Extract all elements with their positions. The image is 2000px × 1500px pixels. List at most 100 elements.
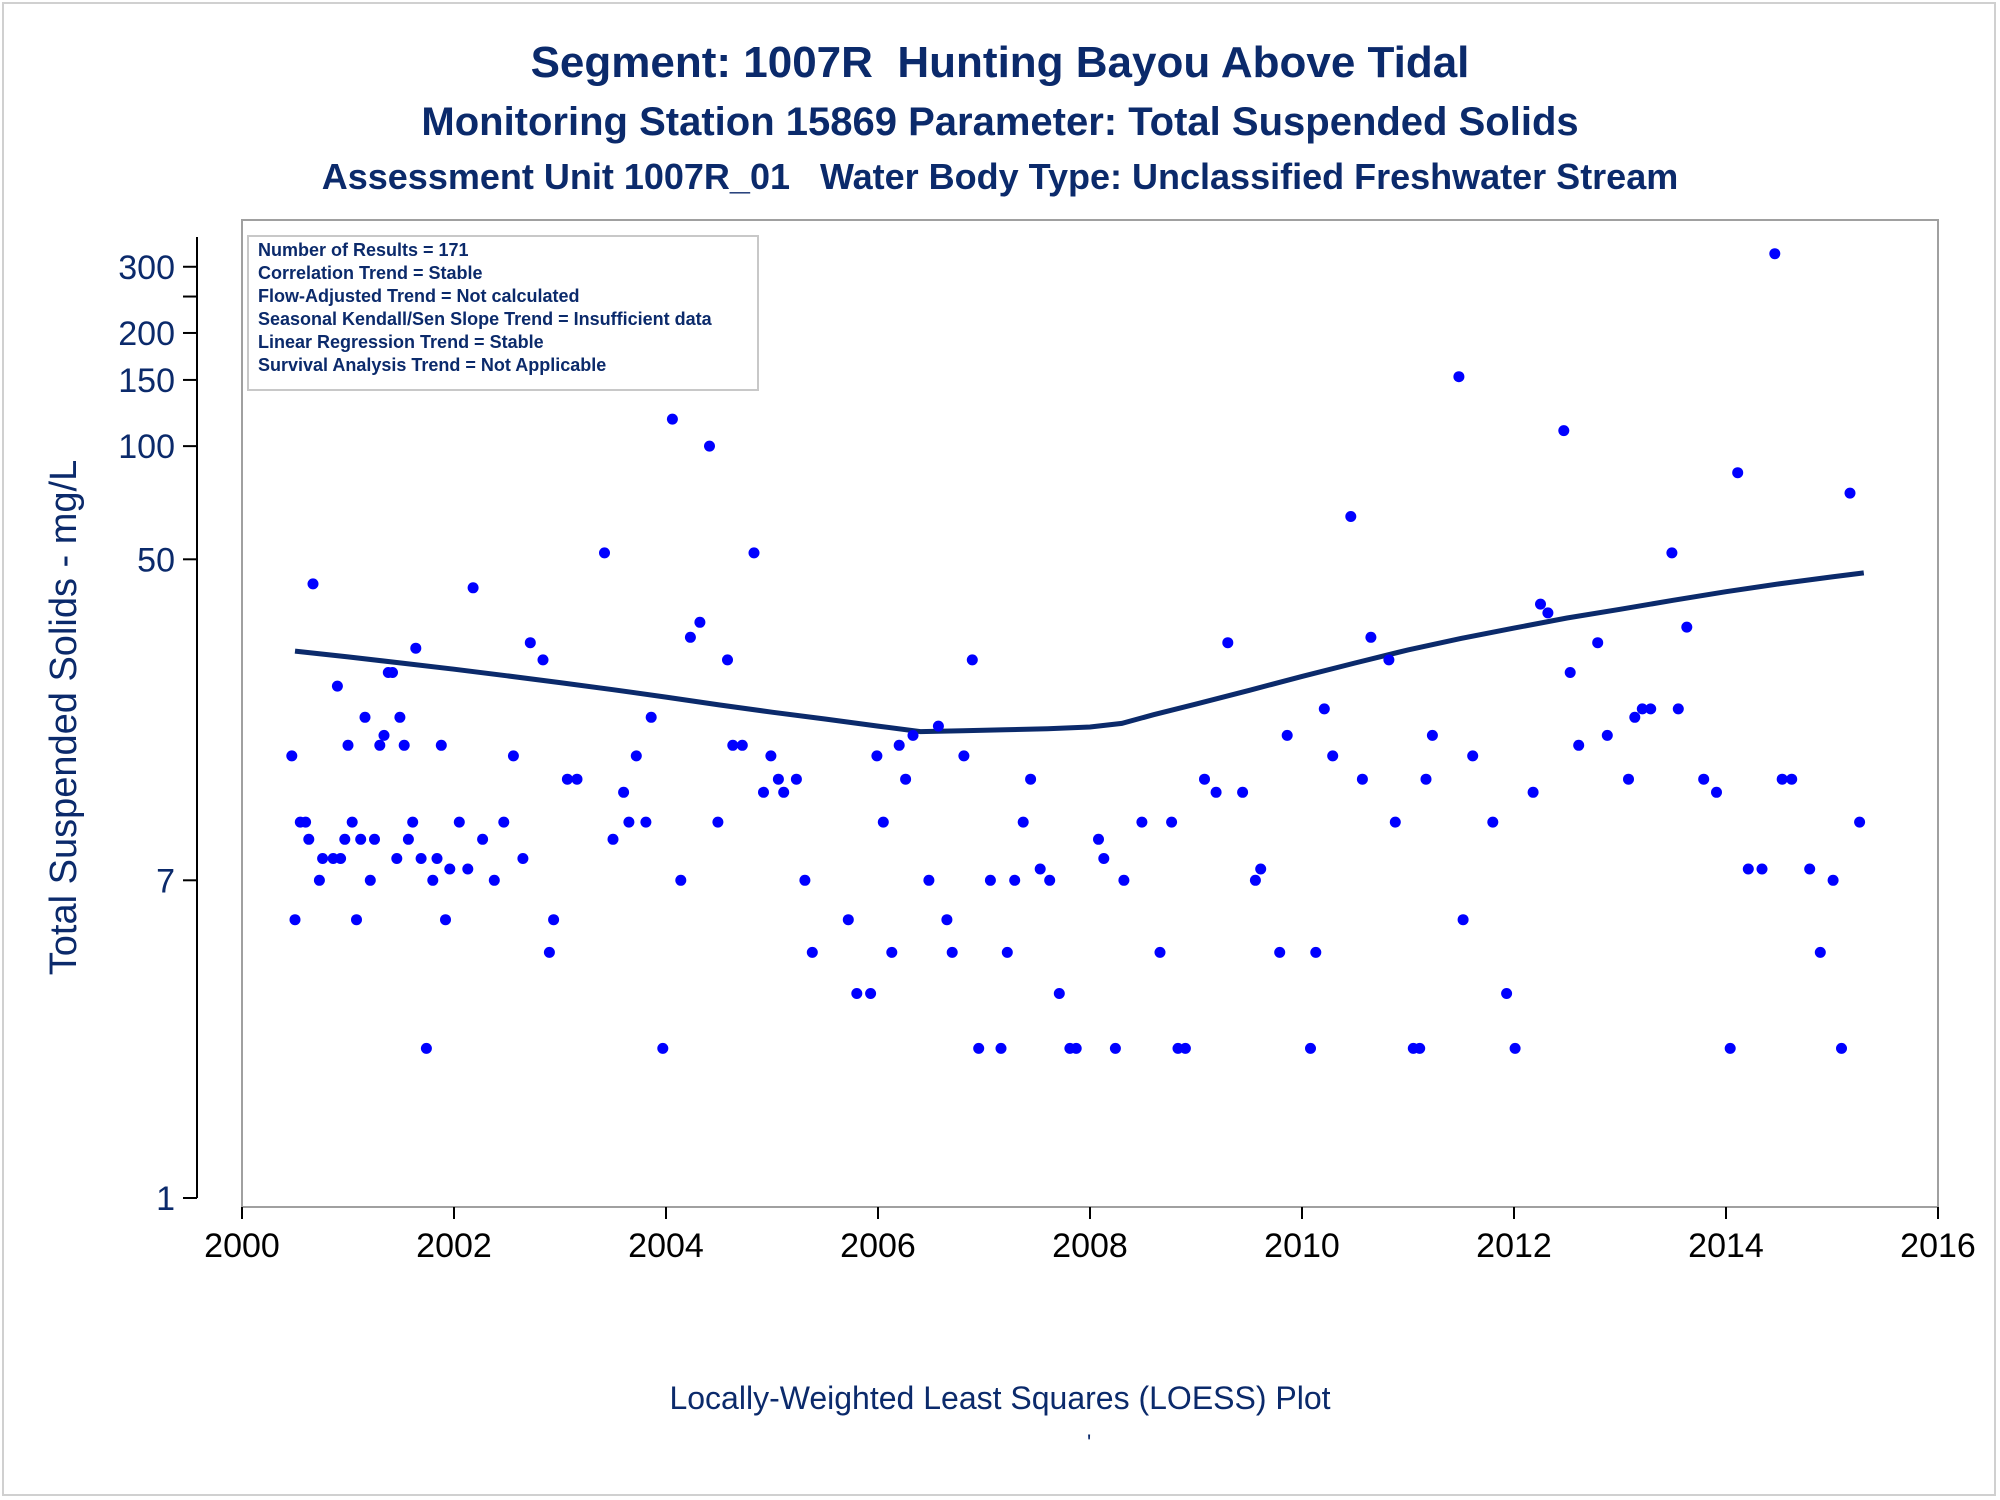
data-point [1601, 729, 1613, 741]
x-tick-label: 2006 [840, 1227, 916, 1265]
data-point [1345, 511, 1357, 522]
data-point [722, 654, 733, 666]
data-point [684, 631, 696, 643]
stats-line: Survival Analysis Trend = Not Applicable [258, 355, 606, 375]
data-point [1681, 621, 1693, 633]
data-point [394, 711, 406, 723]
data-point [1383, 654, 1395, 666]
data-point [355, 833, 367, 845]
y-tick-label: 200 [118, 315, 175, 353]
data-point [675, 874, 687, 886]
data-point [1509, 1042, 1521, 1054]
x-axis: 2000 2002 2004 2006 2008 2010 2012 2014 2016 [204, 1206, 1976, 1265]
data-point [1237, 786, 1249, 798]
data-point [712, 816, 724, 828]
data-point [1414, 1042, 1426, 1054]
data-point [799, 874, 811, 886]
data-point [364, 874, 376, 886]
data-point [941, 914, 953, 926]
data-point [537, 654, 549, 666]
data-point [351, 914, 362, 926]
data-point [1629, 711, 1641, 723]
data-point [1025, 773, 1037, 785]
data-point [1098, 853, 1110, 864]
data-point [1814, 946, 1826, 958]
data-point [748, 547, 760, 559]
data-point [1249, 874, 1261, 886]
data-point [488, 874, 500, 886]
chart-title: Segment: 1007R Hunting Bayou Above Tidal [530, 38, 1470, 87]
footnote-mark: ' [1087, 1430, 1092, 1455]
data-point [1009, 874, 1021, 886]
x-tick-label: 2010 [1264, 1227, 1340, 1265]
data-point [1724, 1042, 1736, 1054]
data-point [427, 874, 439, 886]
data-point [778, 786, 790, 798]
data-point [1535, 598, 1546, 610]
data-point [1698, 773, 1710, 785]
data-point [1573, 739, 1585, 751]
stats-box-border [247, 235, 759, 391]
data-point [1623, 773, 1634, 785]
data-point [303, 833, 315, 845]
data-point [806, 946, 818, 958]
data-point [790, 773, 802, 785]
data-point [440, 914, 451, 926]
data-point [378, 729, 390, 741]
x-tick-label: 2002 [416, 1227, 492, 1265]
data-point [1672, 703, 1684, 715]
data-point [1711, 786, 1722, 798]
stats-line: Correlation Trend = Stable [258, 263, 483, 283]
data-point [444, 863, 456, 875]
data-point [517, 853, 529, 864]
y-tick-label: 1 [156, 1180, 175, 1218]
x-tick-label: 2008 [1052, 1227, 1128, 1265]
data-point [507, 750, 519, 762]
data-point [317, 853, 329, 864]
data-point [477, 833, 489, 845]
footnote: Locally-Weighted Least Squares (LOESS) P… [669, 1380, 1331, 1416]
data-point [900, 773, 912, 785]
x-tick-label: 2012 [1476, 1227, 1552, 1265]
data-point [1199, 773, 1210, 785]
data-point [1776, 773, 1788, 785]
data-point [420, 1042, 432, 1054]
data-point [1732, 467, 1744, 479]
data-point [342, 739, 354, 751]
data-point [1501, 988, 1513, 999]
data-point [865, 988, 877, 999]
data-point [339, 833, 351, 845]
data-point [1426, 729, 1438, 741]
data-point [331, 680, 343, 692]
data-point [1327, 750, 1339, 762]
data-point [387, 667, 398, 678]
data-point [1281, 729, 1293, 741]
data-point [1527, 786, 1539, 798]
data-point [1255, 863, 1267, 875]
data-point [543, 946, 555, 958]
data-point [335, 853, 347, 864]
data-point [1836, 1042, 1847, 1054]
data-point [630, 750, 642, 762]
data-point [410, 642, 422, 654]
data-point [946, 946, 958, 958]
x-tick-label: 2016 [1900, 1227, 1976, 1265]
data-point [1044, 874, 1056, 886]
data-point [402, 833, 414, 845]
chart-subtitle: Monitoring Station 15869 Parameter: Tota… [421, 100, 1579, 144]
data-point [923, 874, 935, 886]
data-point [286, 750, 298, 762]
x-tick-label: 2004 [628, 1227, 704, 1265]
data-point [842, 914, 854, 926]
data-point [1318, 703, 1330, 715]
y-axis: 1 7 50 100 150 200 300 [118, 237, 198, 1218]
data-point [398, 739, 410, 751]
data-point [1457, 914, 1469, 926]
data-point [657, 1042, 669, 1054]
data-point [599, 547, 610, 559]
data-point [995, 1042, 1007, 1054]
data-point [1093, 833, 1104, 845]
data-point [736, 739, 748, 751]
data-point [1001, 946, 1013, 958]
